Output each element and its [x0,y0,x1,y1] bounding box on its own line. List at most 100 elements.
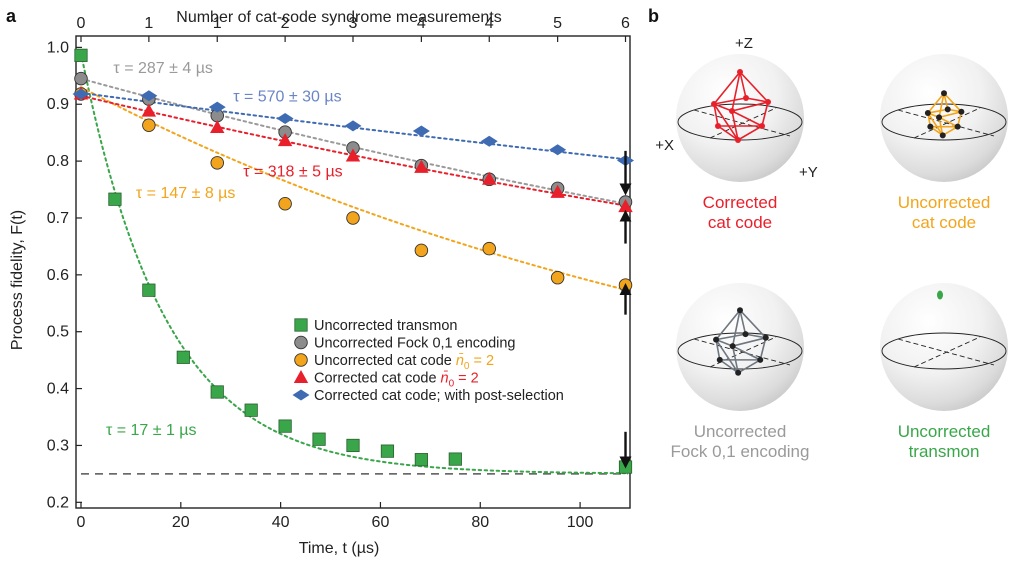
polyhedron-vertex [716,356,723,363]
polyhedron-edge [927,112,944,136]
sphere-body [676,54,804,182]
polyhedron-edge [737,125,763,141]
x-axis-label: Time, t (µs) [299,540,380,557]
polyhedron-vertex [742,331,749,338]
top-tick-label: 4 [417,15,426,32]
sphere-body [880,54,1008,182]
data-point-cat_uncorr [278,197,292,211]
sphere-equator [677,332,803,370]
state-point [937,290,943,300]
top-tick-label: 3 [349,15,358,32]
polyhedron-vertex [729,343,736,350]
fit-curve-cat_corr [79,94,629,207]
data-point-transmon [74,48,88,62]
data-point-cat_corr [550,184,565,198]
polyhedron-edge [715,309,741,341]
data-point-cat_uncorr [210,156,224,170]
data-point-cat_uncorr [482,241,497,256]
polyhedron-edge [719,359,739,374]
data-point-cat_post [412,125,430,137]
polyhedron-edge [713,103,733,112]
sphere-label: Fock 0,1 encoding [671,442,810,461]
polyhedron-edge [938,93,945,118]
data-point-cat_post [276,112,294,124]
polyhedron-vertex [713,336,720,343]
polyhedron-edge [715,333,746,341]
state-polyhedron [713,307,769,376]
y-tick-label: 0.2 [47,494,69,511]
x-tick-label: 100 [567,514,594,531]
data-point-cat_corr [618,199,633,213]
legend-marker-cat_corr [293,370,309,383]
sphere-axis-dashed [913,336,981,368]
polyhedron-edge [713,103,719,127]
data-point-cat_post [549,144,567,156]
polyhedron-edge [713,71,741,105]
sphere-label: cat code [708,213,772,232]
polyhedron-edge [759,337,767,361]
data-point-cat_corr [414,159,429,173]
polyhedron-vertex [924,110,931,117]
polyhedron-edge [713,103,739,141]
y-tick-label: 0.3 [47,437,69,454]
data-point-transmon [210,385,224,399]
top-tick-label: 1 [144,15,153,32]
y-tick-label: 0.9 [47,96,69,113]
sphere-label: Uncorrected [898,193,991,212]
polyhedron-vertex [762,334,769,341]
polyhedron-edge [715,339,721,361]
data-point-transmon [414,453,428,467]
polyhedron-edge [927,108,948,114]
polyhedron-vertex [737,307,743,314]
data-point-transmon [346,438,360,453]
polyhedron-edge [717,125,739,141]
data-point-transmon [176,350,190,364]
data-point-cat_uncorr [346,211,360,225]
data-point-cat_corr [141,103,157,117]
sphere-label: cat code [912,213,976,232]
data-point-transmon [312,432,326,446]
y-tick-label: 0.8 [47,153,69,170]
axis-label-x: +X [655,137,674,154]
data-point-cat_post [208,101,226,113]
plot-area: 0 20 40 60 80 100 0.2 0.3 0.4 0.5 0.6 0.7 0.8 0.9 1.0 0… [47,15,635,531]
polyhedron-vertex [759,123,765,129]
polyhedron-vertex [711,101,717,107]
data-point-cat_corr [277,133,293,147]
polyhedron-vertex [735,137,741,143]
polyhedron-edge [745,97,769,103]
data-point-transmon [142,283,156,297]
top-tick-label: 1 [213,15,222,32]
data-point-transmon [618,460,633,474]
polyhedron-edge [739,309,767,339]
polyhedron-edge [739,310,747,335]
polyhedron-edge [713,97,747,105]
axis-label-z: +Z [735,35,753,52]
x-tick-label: 80 [471,514,489,531]
polyhedron-edge [745,333,766,339]
polyhedron-vertex [737,69,743,75]
polyhedron-vertex [715,123,721,129]
polyhedron-edge [739,71,769,103]
data-point-cat_post [344,120,362,132]
panel-b-letter: b [648,6,659,26]
top-tick-label: 6 [621,15,630,32]
polyhedron-vertex [743,95,749,101]
polyhedron-vertex [939,132,946,139]
top-tick-label: 4 [485,15,494,32]
sphere-equator [881,332,1007,370]
tau-annotation: τ = 287 ± 4 µs [113,60,212,77]
polyhedron-edge [731,71,741,112]
data-point-transmon [448,452,462,466]
y-tick-label: 0.7 [47,210,69,227]
polyhedron-edge [737,359,761,374]
data-point-transmon [278,419,292,433]
polyhedron-edge [938,111,962,119]
data-point-fock [74,71,88,86]
data-point-cat_post [480,135,498,147]
polyhedron-edge [731,101,769,112]
polyhedron-edge [715,339,739,374]
